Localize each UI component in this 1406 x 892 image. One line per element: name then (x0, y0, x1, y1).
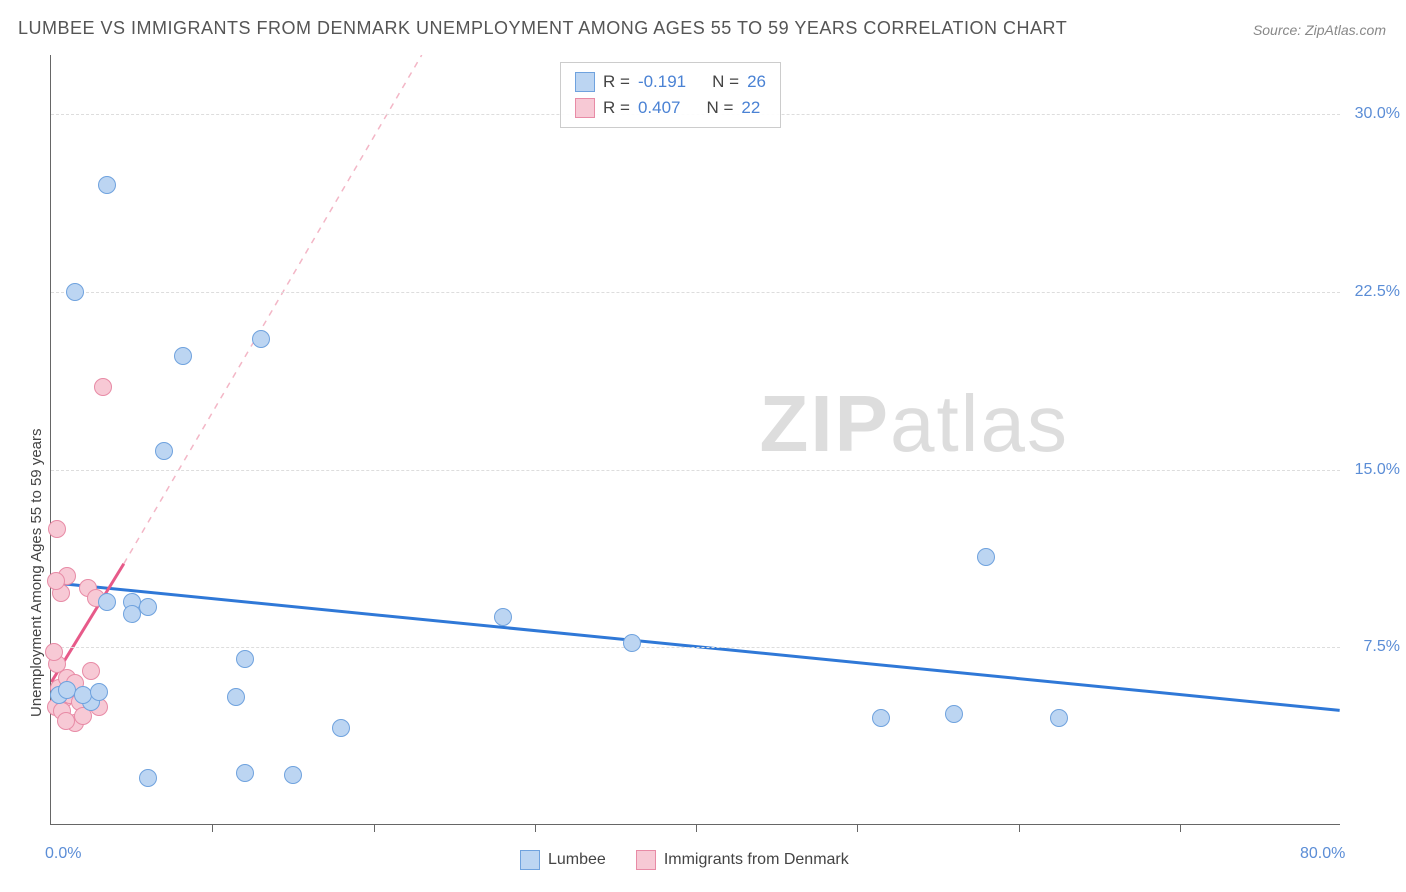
denmark-marker (57, 712, 75, 730)
x-tick (212, 824, 213, 832)
y-tick-label: 30.0% (1345, 105, 1400, 123)
trend-line (124, 55, 422, 564)
x-axis-max-label: 80.0% (1300, 845, 1345, 863)
x-tick (857, 824, 858, 832)
series-legend: Lumbee Immigrants from Denmark (520, 850, 849, 870)
lumbee-marker (252, 330, 270, 348)
legend-r-label: R = (603, 95, 630, 121)
x-tick (374, 824, 375, 832)
grid-line (51, 647, 1340, 648)
legend-n-value: 26 (747, 69, 766, 95)
lumbee-marker (227, 688, 245, 706)
x-tick (696, 824, 697, 832)
lumbee-marker (284, 766, 302, 784)
legend-swatch (636, 850, 656, 870)
lumbee-marker (98, 593, 116, 611)
legend-swatch (575, 72, 595, 92)
lumbee-marker (236, 650, 254, 668)
lumbee-marker (494, 608, 512, 626)
lumbee-marker (98, 176, 116, 194)
lumbee-marker (977, 548, 995, 566)
legend-r-label: R = (603, 69, 630, 95)
x-tick (1180, 824, 1181, 832)
legend-n-label: N = (706, 95, 733, 121)
lumbee-marker (332, 719, 350, 737)
source-attribution: Source: ZipAtlas.com (1253, 22, 1386, 38)
lumbee-marker (1050, 709, 1068, 727)
legend-item: Lumbee (520, 850, 606, 870)
legend-item-label: Lumbee (548, 851, 606, 869)
lumbee-marker (623, 634, 641, 652)
grid-line (51, 470, 1340, 471)
legend-item: Immigrants from Denmark (636, 850, 849, 870)
x-axis-min-label: 0.0% (45, 845, 81, 863)
lumbee-marker (155, 442, 173, 460)
lumbee-marker (139, 598, 157, 616)
y-tick-label: 22.5% (1345, 283, 1400, 301)
lumbee-marker (123, 605, 141, 623)
plot-area: 7.5%15.0%22.5%30.0% (50, 55, 1340, 825)
chart-container: LUMBEE VS IMMIGRANTS FROM DENMARK UNEMPL… (0, 0, 1406, 892)
denmark-marker (47, 572, 65, 590)
lumbee-marker (236, 764, 254, 782)
denmark-marker (82, 662, 100, 680)
legend-n-label: N = (712, 69, 739, 95)
lumbee-marker (174, 347, 192, 365)
legend-r-value: 0.407 (638, 95, 681, 121)
lumbee-marker (872, 709, 890, 727)
x-tick (1019, 824, 1020, 832)
legend-swatch (520, 850, 540, 870)
x-tick (535, 824, 536, 832)
correlation-legend: R =-0.191N =26R =0.407N =22 (560, 62, 781, 128)
denmark-marker (48, 520, 66, 538)
chart-title: LUMBEE VS IMMIGRANTS FROM DENMARK UNEMPL… (18, 18, 1067, 39)
lumbee-marker (945, 705, 963, 723)
lumbee-marker (90, 683, 108, 701)
lumbee-marker (66, 283, 84, 301)
trend-lines-layer (51, 55, 1340, 824)
y-axis-label: Unemployment Among Ages 55 to 59 years (28, 429, 45, 718)
legend-row: R = -0.191 N = 26 (575, 69, 766, 95)
lumbee-marker (74, 686, 92, 704)
denmark-marker (94, 378, 112, 396)
y-tick-label: 7.5% (1345, 638, 1400, 656)
lumbee-marker (139, 769, 157, 787)
legend-swatch (575, 98, 595, 118)
denmark-marker (45, 643, 63, 661)
y-tick-label: 15.0% (1345, 461, 1400, 479)
grid-line (51, 292, 1340, 293)
legend-item-label: Immigrants from Denmark (664, 851, 849, 869)
legend-r-value: -0.191 (638, 69, 686, 95)
legend-n-value: 22 (741, 95, 760, 121)
legend-row: R = 0.407 N = 22 (575, 95, 766, 121)
